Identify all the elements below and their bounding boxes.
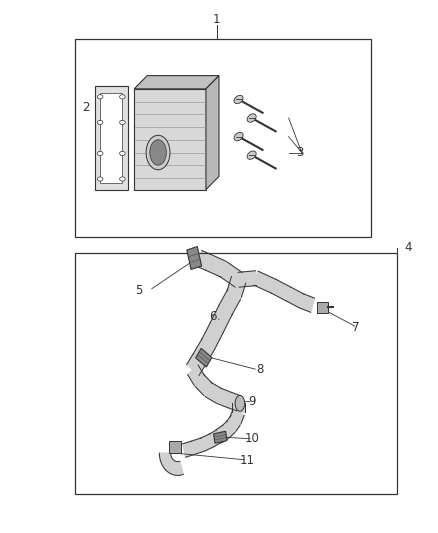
Polygon shape xyxy=(206,76,219,190)
Text: 1: 1 xyxy=(213,13,221,27)
Bar xyxy=(134,89,206,190)
Ellipse shape xyxy=(97,177,103,181)
Ellipse shape xyxy=(97,151,103,156)
Text: 10: 10 xyxy=(244,432,259,446)
Polygon shape xyxy=(201,322,223,349)
Bar xyxy=(100,93,122,183)
Polygon shape xyxy=(183,441,194,457)
Polygon shape xyxy=(187,365,205,385)
Bar xyxy=(75,253,397,495)
Text: 9: 9 xyxy=(248,395,255,408)
Ellipse shape xyxy=(146,135,170,169)
Polygon shape xyxy=(286,287,304,308)
Polygon shape xyxy=(219,289,240,315)
Text: 2: 2 xyxy=(82,101,90,114)
Bar xyxy=(95,86,127,190)
Bar xyxy=(187,247,201,270)
Polygon shape xyxy=(217,389,232,408)
Polygon shape xyxy=(209,430,222,447)
Polygon shape xyxy=(193,339,214,365)
Bar xyxy=(75,38,371,237)
Polygon shape xyxy=(300,294,314,312)
Ellipse shape xyxy=(120,151,125,156)
Ellipse shape xyxy=(97,95,103,99)
Polygon shape xyxy=(238,271,257,287)
Ellipse shape xyxy=(247,114,256,122)
Ellipse shape xyxy=(247,151,256,159)
Polygon shape xyxy=(134,76,219,89)
Ellipse shape xyxy=(235,395,245,411)
Polygon shape xyxy=(205,382,222,403)
Text: 8: 8 xyxy=(257,364,264,376)
Polygon shape xyxy=(191,438,204,455)
Polygon shape xyxy=(216,425,228,443)
Text: 6: 6 xyxy=(209,310,216,324)
Polygon shape xyxy=(271,279,291,301)
Text: 5: 5 xyxy=(135,284,142,297)
Polygon shape xyxy=(159,453,183,475)
Polygon shape xyxy=(195,375,212,395)
Ellipse shape xyxy=(150,140,166,165)
Polygon shape xyxy=(230,409,244,423)
Polygon shape xyxy=(206,254,226,277)
Bar xyxy=(214,431,227,443)
Ellipse shape xyxy=(120,95,125,99)
Text: 11: 11 xyxy=(240,454,255,466)
Polygon shape xyxy=(201,434,214,451)
Polygon shape xyxy=(226,416,240,431)
Ellipse shape xyxy=(120,120,125,125)
Text: 4: 4 xyxy=(405,241,412,254)
Text: 7: 7 xyxy=(352,321,360,334)
Bar xyxy=(196,349,212,367)
Polygon shape xyxy=(254,271,276,293)
Polygon shape xyxy=(228,392,240,411)
Ellipse shape xyxy=(97,120,103,125)
Polygon shape xyxy=(222,421,235,438)
Polygon shape xyxy=(210,305,232,332)
Text: 3: 3 xyxy=(296,146,303,159)
Ellipse shape xyxy=(234,95,243,103)
Polygon shape xyxy=(187,354,205,375)
Polygon shape xyxy=(220,262,242,287)
Ellipse shape xyxy=(234,132,243,141)
Polygon shape xyxy=(197,251,210,270)
Bar xyxy=(317,302,328,313)
Polygon shape xyxy=(227,277,246,297)
Polygon shape xyxy=(233,403,245,413)
Ellipse shape xyxy=(120,177,125,181)
Bar xyxy=(169,441,181,453)
